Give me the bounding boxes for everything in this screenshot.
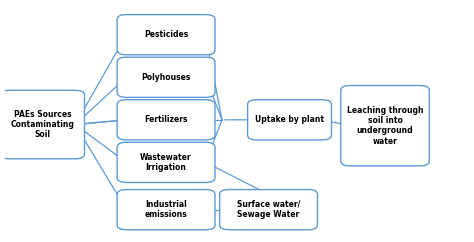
- Text: Fertilizers: Fertilizers: [144, 115, 188, 124]
- Text: Leaching through
soil into
underground
water: Leaching through soil into underground w…: [347, 106, 423, 146]
- FancyBboxPatch shape: [247, 100, 331, 140]
- FancyBboxPatch shape: [117, 100, 215, 140]
- FancyBboxPatch shape: [117, 15, 215, 55]
- Text: Uptake by plant: Uptake by plant: [255, 115, 324, 124]
- FancyBboxPatch shape: [117, 189, 215, 230]
- FancyBboxPatch shape: [117, 57, 215, 97]
- Text: PAEs Sources
Contaminating
Soil: PAEs Sources Contaminating Soil: [10, 110, 74, 139]
- FancyBboxPatch shape: [117, 142, 215, 182]
- Text: Industrial
emissions: Industrial emissions: [145, 200, 187, 219]
- FancyBboxPatch shape: [341, 85, 429, 166]
- Text: Surface water/
Sewage Water: Surface water/ Sewage Water: [237, 200, 300, 219]
- Text: Wastewater
Irrigation: Wastewater Irrigation: [140, 153, 192, 172]
- FancyBboxPatch shape: [219, 189, 318, 230]
- Text: Polyhouses: Polyhouses: [141, 73, 191, 82]
- Text: Pesticides: Pesticides: [144, 30, 188, 39]
- FancyBboxPatch shape: [0, 90, 84, 159]
